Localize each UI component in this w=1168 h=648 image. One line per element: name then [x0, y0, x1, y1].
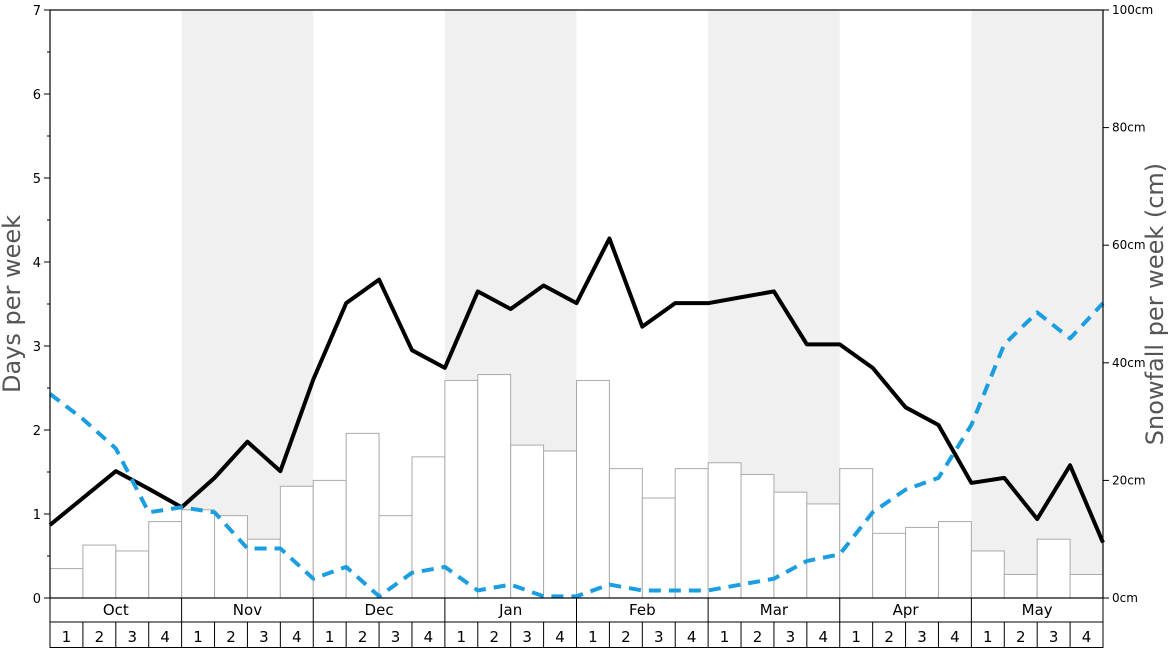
week-label: 3 — [127, 628, 137, 646]
snowfall-bar — [937, 521, 972, 599]
y-tick-label: 4 — [33, 256, 41, 271]
y-tick-label: 7 — [33, 4, 41, 19]
snowfall-bar — [1036, 538, 1071, 599]
snowfall-bar — [707, 462, 742, 599]
month-label: Feb — [629, 601, 656, 619]
week-label: 1 — [588, 628, 598, 646]
month-label: Nov — [233, 601, 262, 619]
week-label: 1 — [851, 628, 861, 646]
y-tick-label: 0 — [33, 592, 41, 607]
snowfall-bar — [345, 432, 380, 599]
y-tick-label: 1 — [33, 508, 41, 523]
snowfall-bar — [1003, 573, 1038, 599]
week-label: 2 — [753, 628, 763, 646]
week-label: 4 — [819, 628, 829, 646]
week-label: 4 — [424, 628, 434, 646]
y-axis-title: Days per week — [0, 215, 26, 393]
y-tick-label: 2 — [33, 424, 41, 439]
month-label: Mar — [760, 601, 789, 619]
snowfall-bar — [674, 468, 709, 599]
month-label: Apr — [893, 601, 920, 619]
week-label: 4 — [555, 628, 565, 646]
blue-dashed-line — [48, 301, 1105, 599]
week-label: 1 — [193, 628, 203, 646]
snowfall-bar — [510, 444, 545, 599]
month-label: Oct — [103, 601, 129, 619]
snowfall-bar — [740, 474, 775, 599]
week-label: 1 — [457, 628, 467, 646]
week-label: 3 — [917, 628, 927, 646]
y2-tick-label: 100cm — [1112, 3, 1153, 17]
snowfall-bar — [641, 497, 676, 599]
snowfall-bar — [82, 544, 117, 599]
snowfall-bar — [970, 550, 1005, 599]
week-label: 4 — [1082, 628, 1092, 646]
left-axis: 0 1 2 3 4 5 6 7 — [33, 4, 50, 607]
week-label: 4 — [687, 628, 697, 646]
day-lines — [48, 236, 1105, 599]
snowfall-bar — [477, 374, 512, 599]
snowfall-bar — [608, 468, 643, 599]
y-tick-label: 3 — [33, 340, 41, 355]
shade-may — [971, 10, 1103, 598]
black-solid-line — [48, 236, 1105, 544]
x-axis: Oct Nov Dec Jan Feb Mar Apr May 1 2 3 4 1 2 3 4 1 2 3 4 1 2 3 4… — [49, 598, 1104, 648]
week-label: 2 — [358, 628, 368, 646]
week-label: 3 — [1049, 628, 1059, 646]
snowfall-bar — [543, 450, 577, 599]
y2-tick-label: 20cm — [1112, 473, 1146, 487]
week-label: 2 — [621, 628, 631, 646]
snowfall-bar — [872, 532, 907, 599]
y2-tick-label: 80cm — [1112, 121, 1146, 135]
y2-tick-label: 40cm — [1112, 356, 1146, 370]
snowfall-bars — [49, 374, 1104, 599]
snowfall-bar — [806, 503, 841, 599]
week-label: 4 — [160, 628, 170, 646]
snowfall-bar — [444, 379, 479, 599]
week-label: 1 — [720, 628, 730, 646]
y2-tick-label: 0cm — [1112, 591, 1138, 605]
y-tick-label: 5 — [33, 172, 41, 187]
week-label: 1 — [983, 628, 993, 646]
week-label: 2 — [1016, 628, 1026, 646]
y2-axis-title: Snowfall per week (cm) — [1141, 163, 1168, 445]
week-label: 1 — [325, 628, 335, 646]
week-label: 3 — [259, 628, 269, 646]
week-label: 4 — [292, 628, 302, 646]
week-label: 2 — [489, 628, 499, 646]
snowfall-bar — [115, 550, 150, 599]
month-label: Dec — [365, 601, 394, 619]
snowfall-bar — [181, 509, 216, 599]
snowfall-bar — [279, 485, 314, 599]
week-label: 4 — [950, 628, 960, 646]
right-axis: 0cm 20cm 40cm 60cm 80cm 100cm — [1103, 3, 1153, 605]
month-label: Jan — [498, 601, 522, 619]
y-tick-label: 6 — [33, 88, 41, 103]
week-label: 3 — [654, 628, 664, 646]
y2-tick-label: 60cm — [1112, 238, 1146, 252]
week-label: 3 — [522, 628, 532, 646]
snowfall-bar — [576, 379, 610, 599]
month-label: May — [1022, 601, 1053, 619]
week-label: 2 — [884, 628, 894, 646]
week-label: 2 — [95, 628, 105, 646]
snowfall-bar — [1069, 573, 1104, 599]
snowfall-bar — [773, 491, 808, 599]
snowfall-bar — [905, 526, 939, 599]
week-label: 3 — [391, 628, 401, 646]
month-shading — [181, 10, 1103, 598]
snowfall-bar — [411, 456, 446, 599]
snowfall-bar — [49, 568, 84, 599]
week-label: 2 — [226, 628, 236, 646]
snowfall-bar — [148, 521, 183, 599]
snowfall-bar — [312, 479, 347, 599]
week-label: 1 — [62, 628, 72, 646]
week-label: 3 — [786, 628, 796, 646]
